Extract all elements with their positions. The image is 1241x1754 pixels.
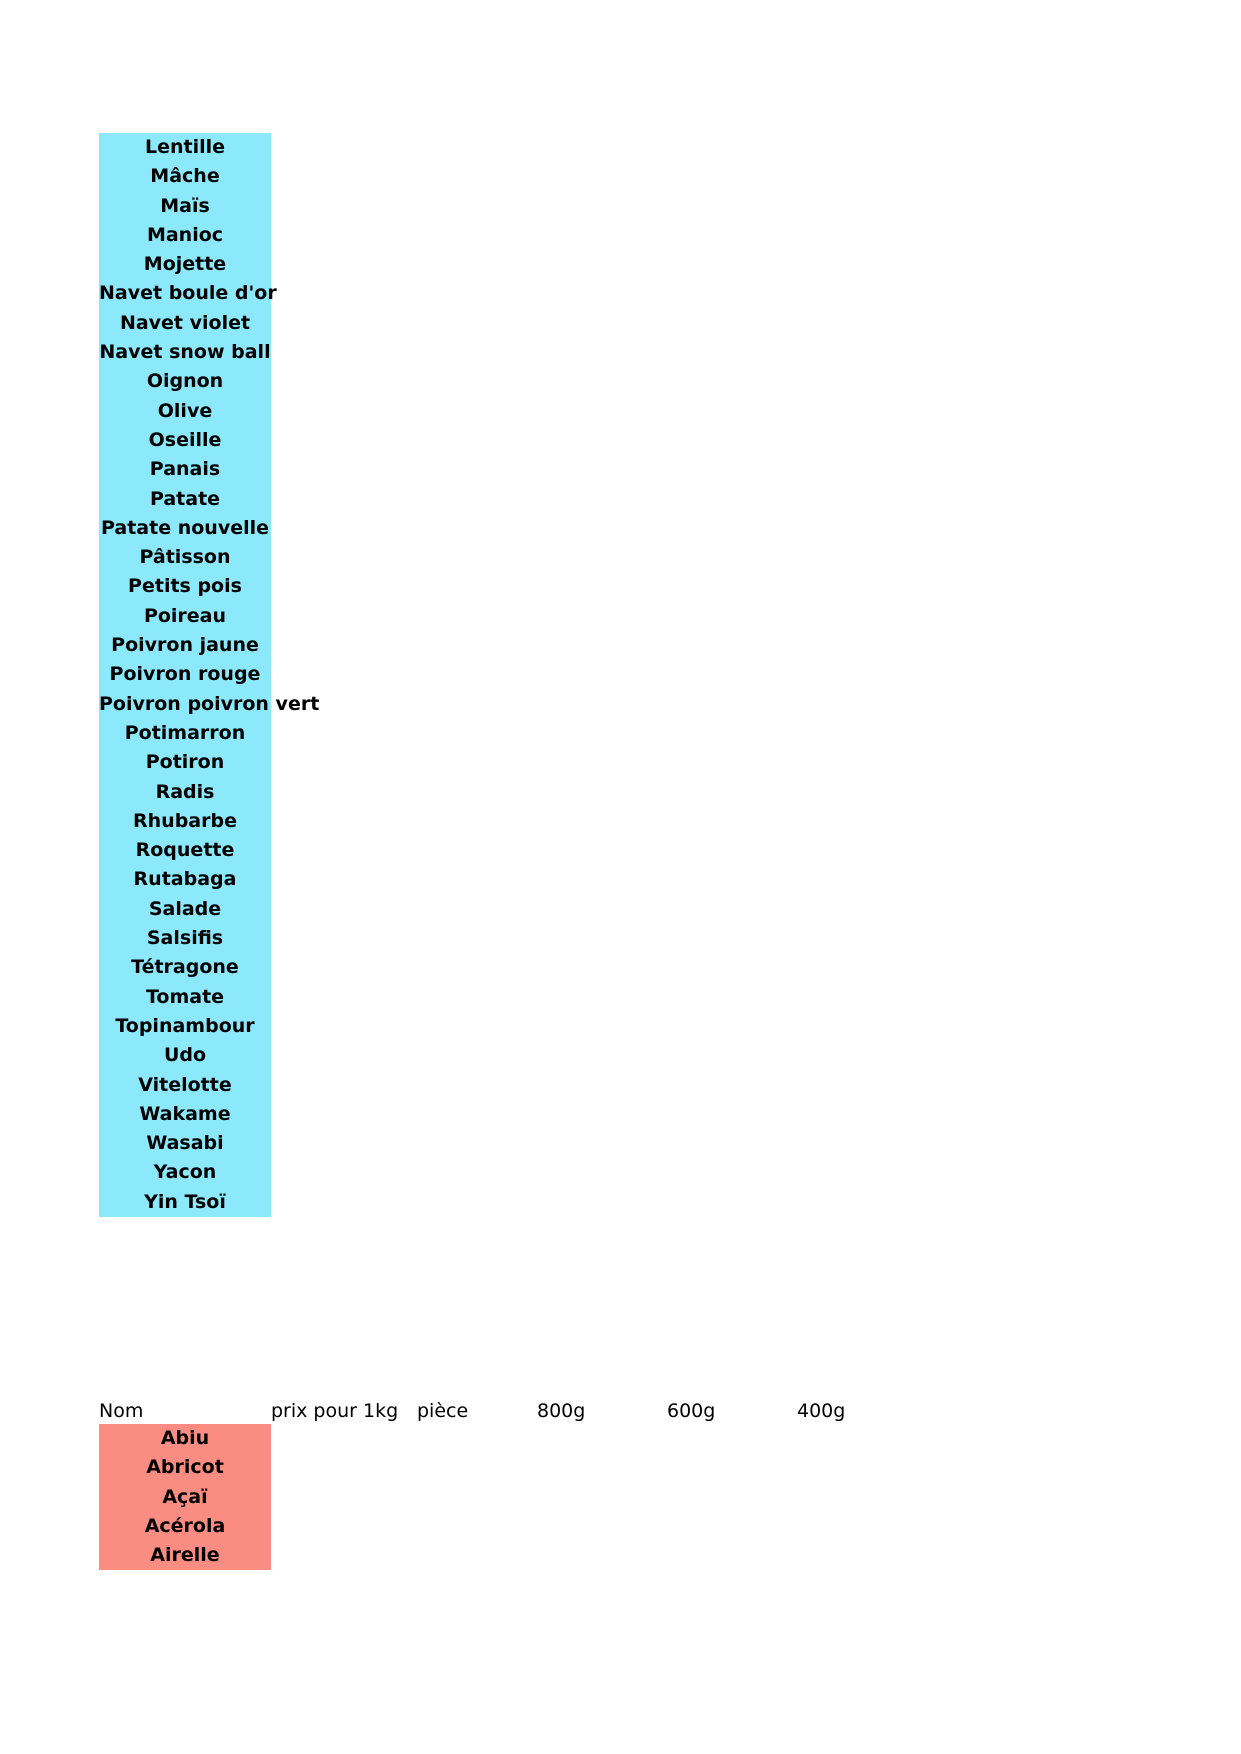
table-row[interactable]: Poivron jaune	[111, 634, 259, 657]
table-row[interactable]: Açaï	[162, 1485, 208, 1508]
table-row[interactable]: Abricot	[146, 1456, 224, 1479]
table-row[interactable]: Rutabaga	[133, 868, 237, 891]
table-row[interactable]: Panais	[149, 458, 221, 481]
table-row[interactable]: Roquette	[135, 839, 235, 862]
table-row[interactable]: Manioc	[146, 223, 224, 246]
table-row[interactable]: Poivron poivron vert	[99, 692, 320, 715]
column-header[interactable]: pièce	[417, 1400, 469, 1422]
table-row[interactable]: Wasabi	[146, 1132, 224, 1155]
table-row[interactable]: Salade	[148, 897, 222, 920]
table-row[interactable]: Navet boule d'or	[99, 282, 277, 305]
table-row[interactable]: Patate nouvelle	[100, 516, 269, 539]
table-row[interactable]: Abiu	[160, 1427, 210, 1449]
table-row[interactable]: Salsifis	[146, 927, 224, 950]
table-row[interactable]: Navet snow ball	[99, 341, 271, 364]
table-row[interactable]: Airelle	[150, 1544, 220, 1567]
table-row[interactable]: Mâche	[150, 165, 220, 188]
table-row[interactable]: Maïs	[160, 194, 210, 217]
table-row[interactable]: Navet violet	[119, 311, 251, 334]
table-row[interactable]: Yin Tsoï	[144, 1190, 226, 1213]
table-row[interactable]: Yacon	[153, 1161, 217, 1184]
table-row[interactable]: Vitelotte	[138, 1073, 232, 1096]
fruit-name-column[interactable]: Abiu Abricot Açaï Acérola Airelle	[99, 1424, 271, 1571]
table-row[interactable]: Udo	[163, 1044, 207, 1067]
table-row[interactable]: Lentille	[144, 136, 226, 158]
column-header[interactable]: 800g	[537, 1400, 586, 1422]
table-row[interactable]: Tétragone	[131, 956, 239, 979]
vegetable-name-column[interactable]: Lentille Mâche Maïs Manioc Mojette Navet boul…	[99, 133, 320, 1217]
table-row[interactable]: Rhubarbe	[133, 809, 237, 832]
table-row[interactable]: Potiron	[145, 751, 225, 774]
table-row[interactable]: Mojette	[143, 253, 227, 276]
column-header[interactable]: 400g	[797, 1400, 846, 1422]
table-row[interactable]: Pâtisson	[139, 546, 231, 569]
table-row[interactable]: Radis	[155, 780, 215, 803]
column-header[interactable]: Nom	[99, 1400, 144, 1422]
table-row[interactable]: Olive	[157, 399, 213, 422]
column-header[interactable]: prix pour 1kg	[271, 1400, 399, 1422]
table-row[interactable]: Petits pois	[128, 575, 242, 598]
table-row[interactable]: Wakame	[139, 1102, 231, 1125]
table-row[interactable]: Acérola	[144, 1514, 226, 1537]
table-row[interactable]: Tomate	[145, 985, 225, 1008]
table-row[interactable]: Oignon	[146, 370, 224, 393]
column-header[interactable]: 600g	[667, 1400, 716, 1422]
table-row[interactable]: Potimarron	[124, 721, 246, 744]
table-row[interactable]: Topinambour	[115, 1014, 255, 1037]
table-row[interactable]: Poivron rouge	[109, 663, 261, 686]
table-row[interactable]: Poireau	[143, 604, 227, 627]
table-row[interactable]: Oseille	[148, 428, 222, 451]
table-row[interactable]: Patate	[149, 487, 221, 510]
